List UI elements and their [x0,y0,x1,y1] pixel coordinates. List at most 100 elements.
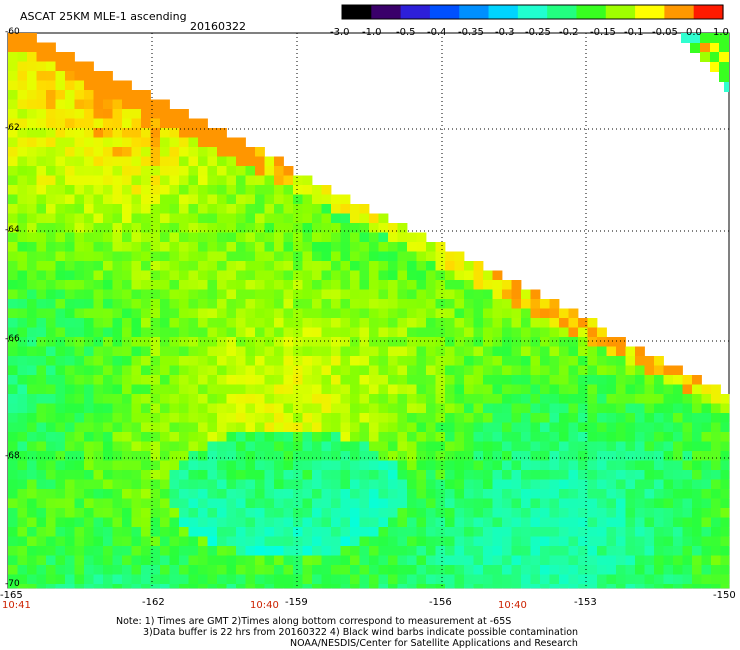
data-cell [302,365,313,376]
data-cell [635,432,645,442]
data-cell [454,536,465,547]
data-cell [74,565,85,575]
data-cell [226,470,237,480]
data-cell [264,223,275,233]
data-cell [112,327,123,338]
data-cell [483,337,493,347]
data-cell [8,555,18,566]
data-cell [559,432,569,442]
data-cell [369,403,379,414]
data-cell [492,470,503,480]
data-cell [321,403,332,414]
data-cell [122,261,132,271]
data-cell [293,213,303,224]
data-cell [321,384,332,395]
data-cell [483,441,493,452]
data-cell [578,508,588,518]
data-cell [188,527,199,537]
data-cell [103,80,113,91]
data-cell [84,451,94,461]
data-cell [46,99,56,110]
data-cell [663,489,674,499]
data-cell [540,346,550,357]
data-cell [198,128,208,138]
data-cell [321,584,332,589]
data-cell [350,517,360,528]
data-cell [654,356,664,366]
data-cell [331,489,341,499]
data-cell [188,536,199,547]
data-cell [160,308,170,319]
data-cell [445,261,455,271]
data-cell [65,384,75,395]
data-cell [8,71,18,81]
data-cell [492,375,503,385]
data-cell [578,470,588,480]
data-cell [27,109,37,119]
data-cell [74,489,85,499]
data-cell [131,308,142,319]
data-cell [331,574,341,585]
data-cell [55,584,66,589]
data-cell [8,527,18,537]
map-date: 20160322 [190,20,246,33]
data-cell [255,289,265,300]
data-cell [378,536,389,547]
data-cell [435,574,446,585]
data-cell [492,489,503,499]
data-cell [587,365,598,376]
data-cell [65,90,75,100]
data-cell [27,356,37,366]
data-cell [293,251,303,262]
data-cell [445,489,455,499]
data-cell [36,441,47,452]
data-cell [492,337,503,347]
data-cell [701,451,712,461]
data-cell [226,356,237,366]
data-cell [112,584,123,589]
data-cell [198,299,208,309]
data-cell [131,546,142,556]
data-cell [511,508,522,518]
data-cell [711,574,721,585]
data-cell [464,432,474,442]
data-cell [274,346,284,357]
data-cell [236,289,246,300]
data-cell [483,384,493,395]
data-cell [283,451,294,461]
data-cell [502,356,512,366]
time-label: 10:40 [250,600,279,611]
data-cell [93,80,104,91]
data-cell [350,356,360,366]
data-cell [255,213,265,224]
data-cell [198,489,208,499]
data-cell [435,432,446,442]
data-cell [274,451,284,461]
data-cell [597,470,607,480]
data-cell [340,413,351,423]
data-cell [55,327,66,338]
data-cell [502,327,512,338]
data-cell [331,536,341,547]
data-cell [378,451,389,461]
data-cell [302,460,313,471]
data-cell [340,394,351,404]
data-cell [27,71,37,81]
data-cell [559,451,569,461]
data-cell [245,223,256,233]
data-cell [340,479,351,490]
data-cell [388,584,398,589]
data-cell [160,422,170,433]
data-cell [578,574,588,585]
data-cell [416,527,427,537]
data-cell [293,555,303,566]
data-cell [169,555,180,566]
data-cell [207,441,218,452]
data-cell [549,422,560,433]
data-cell [312,555,322,566]
data-cell [217,223,227,233]
data-cell [426,441,436,452]
data-cell [74,99,85,110]
data-cell [369,546,379,556]
data-cell [131,175,142,186]
